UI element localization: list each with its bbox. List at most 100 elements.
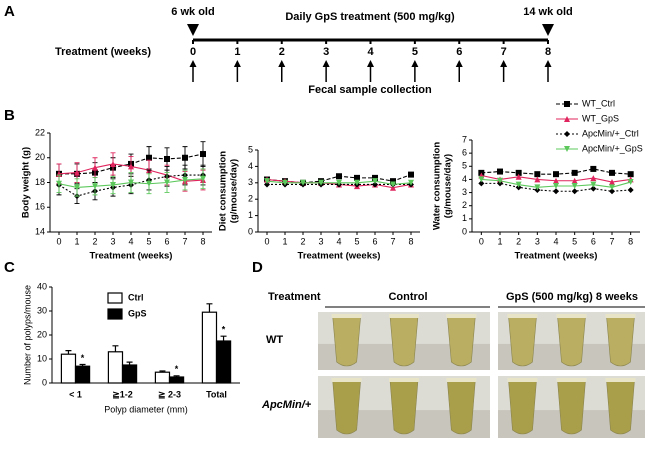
tube-rim <box>389 314 419 318</box>
bar <box>121 364 138 384</box>
y-tick-label: 5 <box>248 144 253 154</box>
tube-rim <box>605 378 636 382</box>
x-tick-label: 4 <box>128 236 133 246</box>
x-tick-label: 7 <box>182 236 187 246</box>
tube-rim <box>446 314 477 318</box>
marker <box>372 178 378 185</box>
x-tick-label: ≧ 2-3 <box>158 389 181 399</box>
y-tick-label: 22 <box>35 127 45 137</box>
start-label: 6 wk old <box>171 6 214 18</box>
marker <box>282 179 288 186</box>
tube <box>447 315 476 367</box>
y-axis-label: (g/mouse/day) <box>229 159 240 223</box>
marker <box>200 175 206 182</box>
arrow-head <box>455 60 463 67</box>
row-label: WT <box>266 334 283 346</box>
bar <box>60 353 77 384</box>
week-label: 3 <box>323 46 329 58</box>
marker <box>478 180 485 187</box>
week-label: 7 <box>501 46 507 58</box>
marker <box>609 169 615 176</box>
bar <box>107 351 124 384</box>
x-axis-label: Polyp diameter (mm) <box>104 404 188 414</box>
week-label: 0 <box>190 46 196 58</box>
x-tick-label: 4 <box>553 236 558 246</box>
marker <box>553 188 559 195</box>
y-axis-label: Water consumption <box>432 142 443 231</box>
x-tick-label: 6 <box>164 236 169 246</box>
y-tick-label: 4 <box>248 161 253 171</box>
marker <box>515 181 522 188</box>
week-label: 5 <box>412 46 418 58</box>
y-tick-label: 18 <box>35 177 45 187</box>
x-tick-label: 8 <box>628 236 633 246</box>
marker <box>74 169 80 176</box>
x-tick-label: 4 <box>336 236 341 246</box>
tube-rim <box>331 314 362 318</box>
marker <box>146 180 152 187</box>
x-tick-label: 1 <box>74 236 79 246</box>
x-tick-label: 0 <box>264 236 269 246</box>
legend-label: WT_Ctrl <box>582 98 615 108</box>
x-tick-label: 5 <box>354 236 359 246</box>
x-tick-label: 2 <box>300 236 305 246</box>
tube <box>447 379 476 435</box>
marker <box>128 163 134 170</box>
marker <box>200 151 206 158</box>
x-tick-label: 2 <box>92 236 97 246</box>
legend-label: ApcMin/+_GpS <box>582 143 643 153</box>
arrow-head <box>500 60 508 67</box>
tube-rim <box>331 378 362 382</box>
y-tick-label: 40 <box>37 281 47 291</box>
week-label: 6 <box>456 46 462 58</box>
y-tick-label: 16 <box>35 202 45 212</box>
marker <box>515 169 522 176</box>
arrow-head <box>322 60 330 67</box>
arrow-head <box>411 60 419 67</box>
tube-rim <box>556 378 587 382</box>
marker <box>590 185 597 192</box>
treatment-label: Daily GpS treatment (500 mg/kg) <box>285 11 455 23</box>
error-bar <box>173 375 180 377</box>
marker <box>515 173 522 180</box>
y-tick-label: 3 <box>462 187 467 197</box>
y-tick-label: 30 <box>37 305 47 315</box>
tube <box>606 315 635 367</box>
error-bar <box>65 350 72 355</box>
marker <box>300 179 306 186</box>
tube-rim <box>605 314 636 318</box>
y-tick-label: 0 <box>248 226 253 236</box>
x-tick-label: 7 <box>609 236 614 246</box>
tube <box>332 379 361 435</box>
tube <box>508 315 537 367</box>
y-tick-label: 2 <box>248 194 253 204</box>
y-tick-label: 6 <box>462 148 467 158</box>
y-tick-label: 10 <box>37 353 47 363</box>
end-marker <box>542 24 554 36</box>
marker <box>74 184 80 191</box>
bar <box>154 371 171 384</box>
x-tick-label: 1 <box>282 236 287 246</box>
panel-label: C <box>4 259 15 276</box>
tube-rim <box>507 378 538 382</box>
x-tick-label: 8 <box>408 236 413 246</box>
marker <box>164 155 170 162</box>
marker <box>627 171 634 178</box>
marker <box>534 176 541 183</box>
marker <box>318 179 324 186</box>
panel-label: B <box>4 107 15 124</box>
group-label: Control <box>388 291 427 303</box>
error-bar <box>79 363 86 367</box>
arrow-head <box>233 60 241 67</box>
marker <box>182 154 188 161</box>
marker <box>56 180 62 187</box>
y-axis-label: Number of polyps/mouse <box>22 285 32 385</box>
marker <box>336 179 342 186</box>
row-label: ApcMin/+ <box>261 399 312 411</box>
y-tick-label: 7 <box>462 134 467 144</box>
tube-rim <box>556 314 587 318</box>
marker <box>534 171 541 178</box>
marker <box>146 154 152 161</box>
x-tick-label: 5 <box>572 236 577 246</box>
error-bar <box>220 335 227 341</box>
